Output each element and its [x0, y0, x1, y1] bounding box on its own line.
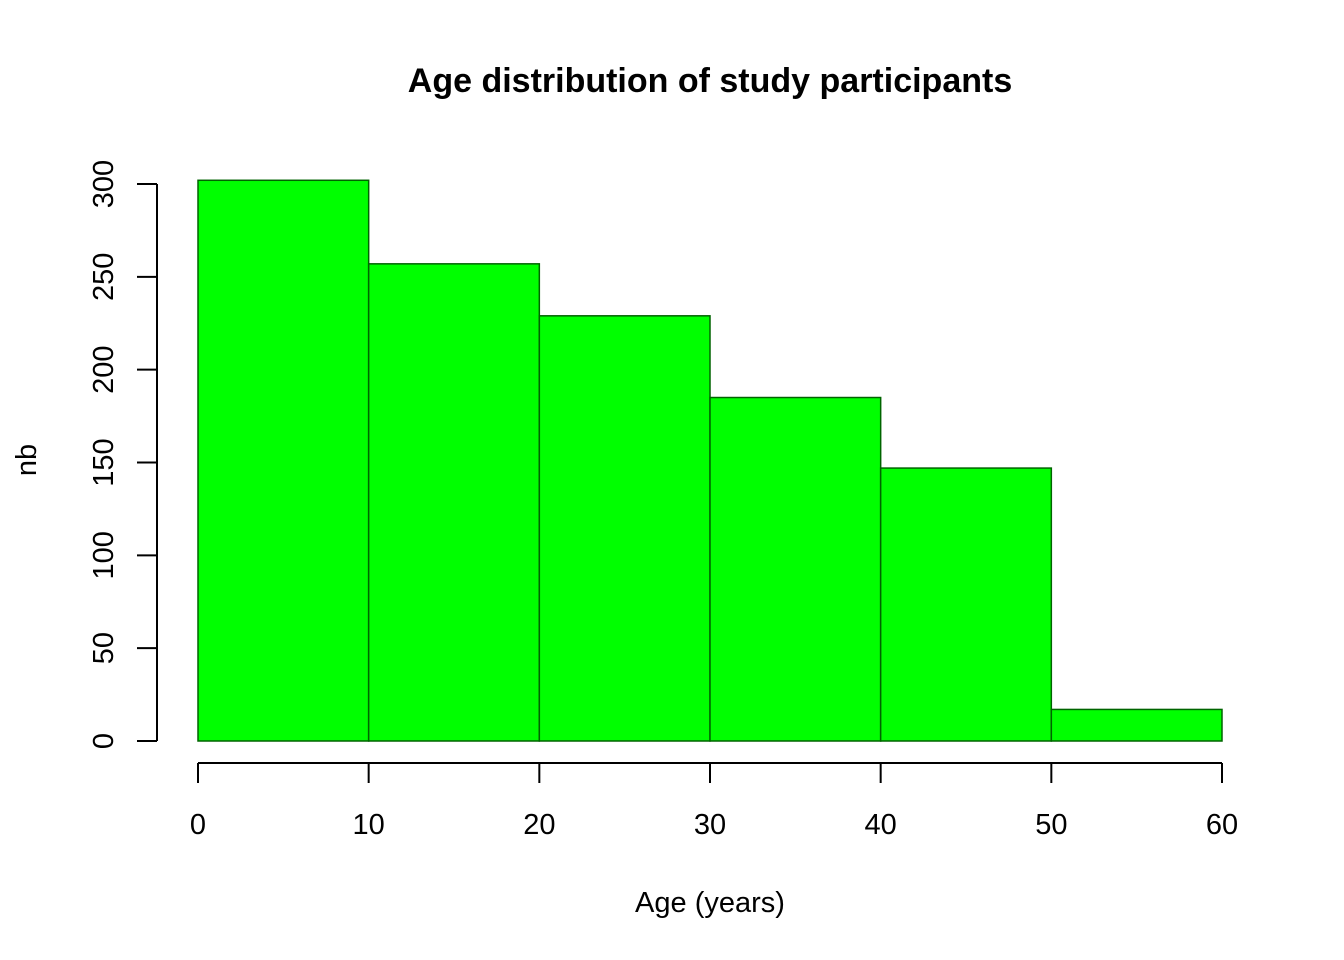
y-tick-label-100: 100	[88, 531, 120, 579]
x-axis: 0 10 20 30 40 50 60	[190, 762, 1238, 841]
histogram-bar-20-30	[538, 315, 711, 742]
bars-group	[197, 179, 1223, 742]
histogram-bar-0-10	[197, 179, 370, 742]
x-tick-label-30: 30	[694, 809, 726, 841]
x-tick-label-10: 10	[353, 809, 385, 841]
x-tick-label-60: 60	[1206, 809, 1238, 841]
y-axis-label: nb	[11, 444, 43, 476]
x-tick-label-20: 20	[523, 809, 555, 841]
histogram-bar-50-60	[1050, 708, 1223, 742]
y-tick-label-300: 300	[88, 160, 120, 208]
x-tick-label-40: 40	[865, 809, 897, 841]
histogram-bar-40-50	[879, 467, 1053, 742]
x-axis-label: Age (years)	[635, 887, 785, 919]
x-tick-label-50: 50	[1035, 809, 1067, 841]
y-tick-label-0: 0	[88, 733, 120, 749]
x-tick-label-0: 0	[190, 809, 206, 841]
chart-title: Age distribution of study participants	[408, 62, 1012, 100]
histogram-bar-10-20	[367, 263, 541, 742]
y-tick-label-150: 150	[88, 438, 120, 486]
y-tick-label-250: 250	[88, 253, 120, 301]
y-axis: 0 50 100 150 200 250 300	[88, 160, 158, 749]
y-tick-label-200: 200	[88, 345, 120, 393]
y-tick-label-50: 50	[88, 632, 120, 664]
histogram-bar-30-40	[709, 396, 882, 742]
